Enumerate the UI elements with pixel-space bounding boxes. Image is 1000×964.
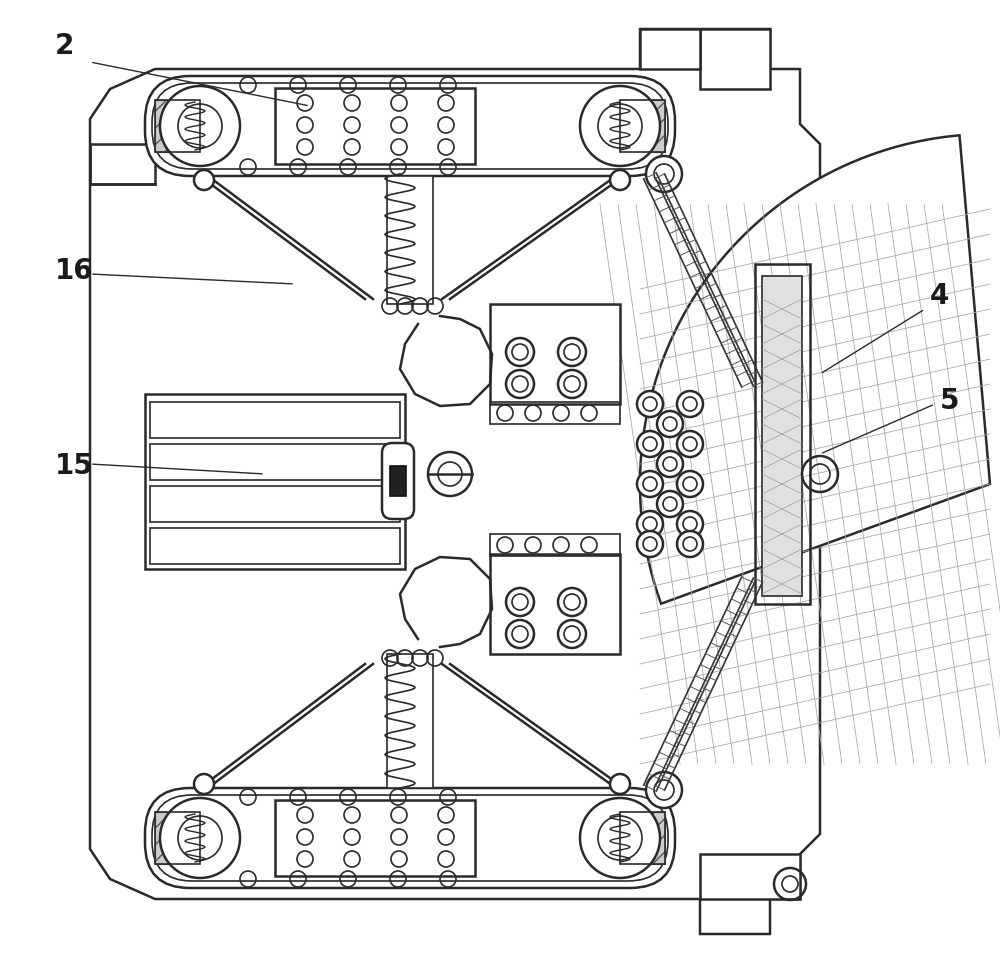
Circle shape <box>657 411 683 437</box>
Bar <box>155 100 200 152</box>
Circle shape <box>677 531 703 557</box>
Text: 2: 2 <box>55 32 74 60</box>
Bar <box>150 528 400 564</box>
Circle shape <box>657 491 683 517</box>
Bar <box>150 486 400 522</box>
Bar <box>755 264 810 604</box>
Bar <box>490 304 620 404</box>
FancyBboxPatch shape <box>145 76 675 176</box>
FancyBboxPatch shape <box>152 795 668 881</box>
Bar <box>390 466 406 496</box>
Circle shape <box>178 816 222 860</box>
Circle shape <box>646 772 682 808</box>
Bar <box>620 812 665 864</box>
FancyBboxPatch shape <box>152 83 668 169</box>
Polygon shape <box>640 135 990 603</box>
Bar <box>490 554 620 654</box>
Circle shape <box>580 86 660 166</box>
Bar <box>620 100 665 152</box>
Circle shape <box>637 391 663 417</box>
Circle shape <box>657 451 683 477</box>
Bar <box>145 394 405 569</box>
Text: 4: 4 <box>930 282 949 310</box>
Circle shape <box>637 511 663 537</box>
Bar <box>90 144 155 184</box>
Bar <box>490 402 620 424</box>
Bar <box>620 100 665 152</box>
Bar <box>155 812 200 864</box>
Text: 16: 16 <box>55 257 94 285</box>
FancyBboxPatch shape <box>145 788 675 888</box>
Bar <box>700 854 800 899</box>
Polygon shape <box>90 29 820 934</box>
Circle shape <box>637 431 663 457</box>
Circle shape <box>610 774 630 794</box>
Circle shape <box>677 471 703 497</box>
Circle shape <box>637 471 663 497</box>
FancyBboxPatch shape <box>382 443 414 519</box>
Circle shape <box>160 86 240 166</box>
Circle shape <box>178 104 222 148</box>
Circle shape <box>637 531 663 557</box>
Bar <box>275 800 475 876</box>
Circle shape <box>598 816 642 860</box>
Bar <box>387 654 433 788</box>
Bar <box>640 29 700 69</box>
Circle shape <box>194 774 214 794</box>
Bar <box>155 812 200 864</box>
Circle shape <box>160 798 240 878</box>
Bar <box>150 444 400 480</box>
Circle shape <box>194 170 214 190</box>
Circle shape <box>677 511 703 537</box>
Circle shape <box>677 391 703 417</box>
Bar <box>762 276 802 596</box>
Bar <box>275 88 475 164</box>
Circle shape <box>580 798 660 878</box>
Bar <box>387 176 433 304</box>
Bar <box>155 100 200 152</box>
Circle shape <box>598 104 642 148</box>
Circle shape <box>646 156 682 192</box>
Text: 5: 5 <box>940 387 960 415</box>
Bar <box>150 402 400 438</box>
Bar <box>700 29 770 89</box>
Circle shape <box>610 170 630 190</box>
Bar <box>490 534 620 556</box>
Bar <box>620 812 665 864</box>
Circle shape <box>677 431 703 457</box>
Bar <box>762 276 802 596</box>
Text: 15: 15 <box>55 452 94 480</box>
Circle shape <box>428 452 472 496</box>
